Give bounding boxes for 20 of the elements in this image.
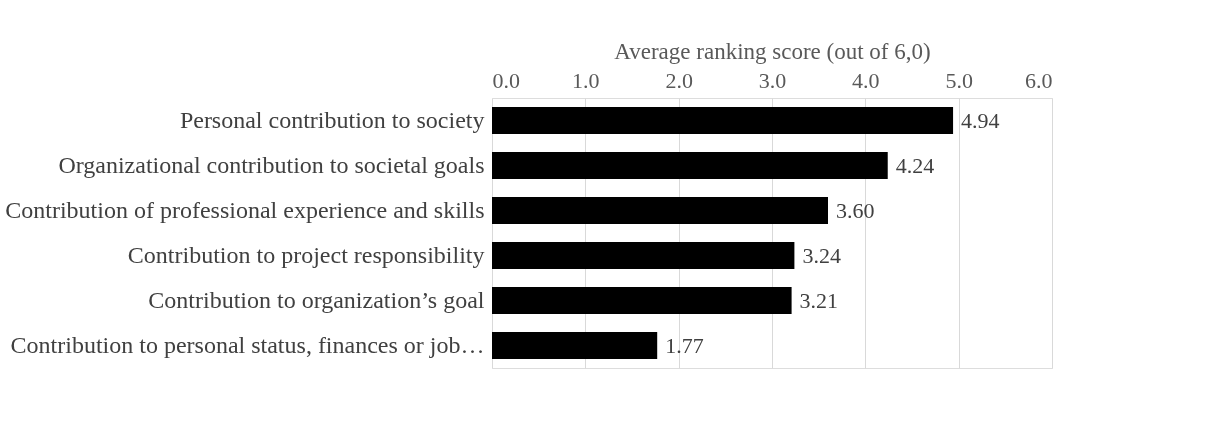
data-label: 3.60: [836, 197, 875, 223]
x-tick-label: 2.0: [665, 67, 693, 93]
y-tick-label: Contribution to organization’s goal: [148, 286, 485, 313]
data-label: 3.21: [799, 287, 839, 313]
data-label: 4.24: [895, 152, 935, 178]
y-tick-label: Contribution of professional experience and skills: [5, 196, 485, 223]
y-tick-label: Organizational contribution to societal goals: [58, 151, 485, 178]
x-tick-label: 5.0: [945, 67, 973, 93]
x-tick-label: 3.0: [758, 67, 787, 93]
x-tick-label: 1.0: [572, 67, 600, 93]
data-label: 4.94: [961, 107, 1000, 133]
x-axis-title: Average ranking score (out of 6,0): [614, 38, 931, 64]
data-label: 1.77: [665, 332, 704, 358]
y-tick-label: Contribution to personal status, finances or job…: [10, 331, 485, 358]
data-label: 3.24: [802, 242, 841, 268]
y-tick-label: Personal contribution to society: [179, 106, 485, 133]
x-tick-label: 0.0: [492, 67, 520, 93]
y-tick-label: Contribution to project responsibility: [127, 241, 485, 268]
x-tick-label: 6.0: [1025, 67, 1053, 93]
x-tick-label: 4.0: [852, 67, 880, 93]
